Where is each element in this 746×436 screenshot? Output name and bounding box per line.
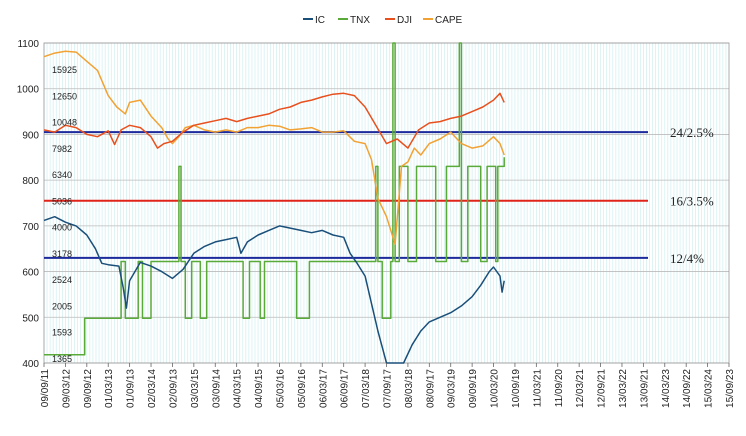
axis-layer: 400 500 600 700 800 900 1000 1100 1365 1593 2005 25… <box>17 39 736 408</box>
legend: IC TNX DJI CAPE <box>303 15 463 26</box>
x-tick-label: 09/09/11 <box>40 369 51 408</box>
inner-scale-label: 4000 <box>52 223 72 233</box>
y-tick-label: 500 <box>22 313 39 324</box>
y-tick-label: 1100 <box>17 39 39 50</box>
x-tick-label: 01/09/13 <box>126 369 137 408</box>
x-tick-label: 01/03/13 <box>104 369 115 408</box>
x-tick-label: 07/09/17 <box>383 369 394 408</box>
inner-scale-label: 1365 <box>52 354 72 364</box>
y-tick-label: 900 <box>22 130 39 141</box>
inner-scale-label: 7982 <box>52 144 72 154</box>
inner-scale-label: 15925 <box>52 65 77 75</box>
x-tick-label: 08/03/18 <box>404 369 415 408</box>
series-line-dji <box>43 92 505 149</box>
x-tick-label: 15/03/24 <box>704 369 715 408</box>
legend-label: IC <box>315 15 325 26</box>
reference-line-label: 16/3.5% <box>670 194 714 209</box>
x-tick-label: 11/09/20 <box>554 369 565 408</box>
x-tick-label: 02/09/13 <box>168 369 179 408</box>
inner-scale-label: 6340 <box>52 170 72 180</box>
x-tick-label: 15/09/23 <box>725 369 736 408</box>
y-tick-label: 1000 <box>17 85 40 96</box>
inner-scale-label: 10048 <box>52 118 77 128</box>
x-tick-label: 11/03/21 <box>532 369 543 408</box>
x-tick-label: 10/03/20 <box>490 369 501 408</box>
x-tick-label: 04/03/15 <box>233 369 244 408</box>
reference-lines: 24/2.5% 16/3.5% 12/4% <box>44 125 714 266</box>
y-tick-label: 400 <box>22 359 39 370</box>
inner-scale-label: 2005 <box>52 301 72 311</box>
x-tick-label: 12/09/21 <box>597 369 608 408</box>
x-tick-label: 07/03/18 <box>361 369 372 408</box>
y-tick-label: 800 <box>22 176 39 187</box>
x-tick-label: 05/03/16 <box>275 369 286 408</box>
inner-scale-label: 2524 <box>52 275 72 285</box>
inner-scale-label: 12650 <box>52 91 77 101</box>
legend-label: TNX <box>350 15 370 26</box>
x-tick-label: 03/09/14 <box>211 369 222 408</box>
series-line-tnx <box>44 42 505 356</box>
x-tick-label: 06/09/17 <box>340 369 351 408</box>
x-tick-label: 09/09/19 <box>468 369 479 408</box>
inner-scale-label: 1593 <box>52 328 72 338</box>
reference-line-label: 24/2.5% <box>670 125 714 140</box>
y-tick-label: 600 <box>22 268 39 279</box>
x-tick-label: 13/09/21 <box>639 369 650 408</box>
y-tick-label: 700 <box>22 222 39 233</box>
x-tick-label: 08/09/17 <box>425 369 436 408</box>
inner-scale-label: 3178 <box>52 249 72 259</box>
x-tick-label: 06/03/17 <box>318 369 329 408</box>
legend-label: DJI <box>397 15 412 26</box>
inner-scale-label: 5036 <box>52 196 72 206</box>
x-tick-label: 13/03/22 <box>618 369 629 408</box>
series-line-cape <box>43 50 505 245</box>
x-tick-label: 09/03/19 <box>447 369 458 408</box>
grid-layer <box>43 42 730 364</box>
x-tick-label: 14/03/23 <box>661 369 672 408</box>
x-tick-label: 02/03/14 <box>147 369 158 408</box>
x-tick-label: 14/09/22 <box>682 369 693 408</box>
legend-label: CAPE <box>435 15 463 26</box>
x-tick-label: 09/09/12 <box>83 369 94 408</box>
x-tick-label: 09/03/12 <box>61 369 72 408</box>
x-tick-label: 04/09/15 <box>254 369 265 408</box>
x-tick-label: 10/09/19 <box>511 369 522 408</box>
series-line-ic <box>43 215 505 364</box>
x-tick-label: 12/03/21 <box>575 369 586 408</box>
series-layer <box>43 42 505 364</box>
reference-line-label: 12/4% <box>670 251 704 266</box>
x-tick-label: 03/03/15 <box>190 369 201 408</box>
x-tick-label: 05/09/16 <box>297 369 308 408</box>
